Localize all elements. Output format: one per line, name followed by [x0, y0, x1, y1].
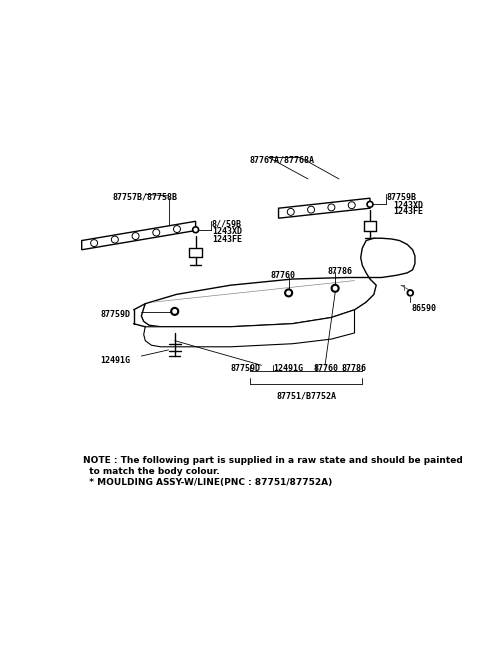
Text: 87786: 87786	[327, 267, 352, 277]
Text: 12491G: 12491G	[273, 364, 303, 373]
Circle shape	[407, 290, 413, 296]
Text: 87751/B7752A: 87751/B7752A	[276, 392, 336, 401]
Text: 87759B: 87759B	[386, 193, 416, 202]
Circle shape	[153, 229, 160, 236]
Text: 87757B/87758B: 87757B/87758B	[113, 193, 178, 202]
Text: 87786: 87786	[341, 364, 366, 373]
Circle shape	[334, 286, 337, 290]
Circle shape	[132, 233, 139, 240]
Circle shape	[194, 229, 197, 231]
Text: NOTE : The following part is supplied in a raw state and should be painted: NOTE : The following part is supplied in…	[83, 456, 463, 465]
Circle shape	[367, 201, 373, 208]
Polygon shape	[82, 221, 196, 250]
Circle shape	[171, 307, 179, 315]
Circle shape	[328, 204, 335, 211]
Polygon shape	[142, 238, 415, 327]
Circle shape	[287, 208, 294, 215]
Text: * MOULDING ASSY-W/LINE(PNC : 87751/87752A): * MOULDING ASSY-W/LINE(PNC : 87751/87752…	[83, 478, 333, 487]
Polygon shape	[278, 198, 370, 218]
Circle shape	[348, 202, 355, 209]
Circle shape	[369, 203, 372, 206]
Circle shape	[192, 227, 199, 233]
Text: 87760: 87760	[271, 271, 296, 281]
Text: 1243XD: 1243XD	[393, 200, 423, 210]
Text: 1243FE: 1243FE	[393, 208, 423, 216]
Text: to match the body colour.: to match the body colour.	[83, 467, 220, 476]
Text: 87767A/87768A: 87767A/87768A	[249, 156, 314, 165]
Text: 87760: 87760	[313, 364, 338, 373]
Circle shape	[173, 309, 177, 313]
Circle shape	[409, 292, 411, 294]
Text: 8//59B: 8//59B	[212, 219, 242, 229]
Circle shape	[285, 289, 292, 297]
Text: 1243XD: 1243XD	[212, 227, 242, 237]
Text: 86590: 86590	[411, 304, 436, 313]
Text: 12491G: 12491G	[100, 356, 130, 365]
Circle shape	[308, 206, 314, 213]
Circle shape	[173, 225, 180, 233]
Text: 87759D: 87759D	[230, 364, 261, 373]
Circle shape	[331, 284, 339, 292]
Text: 1243FE: 1243FE	[212, 235, 242, 244]
Circle shape	[111, 236, 119, 243]
Polygon shape	[144, 310, 355, 347]
Circle shape	[91, 240, 97, 246]
Text: 87759D: 87759D	[100, 310, 130, 319]
Circle shape	[287, 291, 290, 294]
